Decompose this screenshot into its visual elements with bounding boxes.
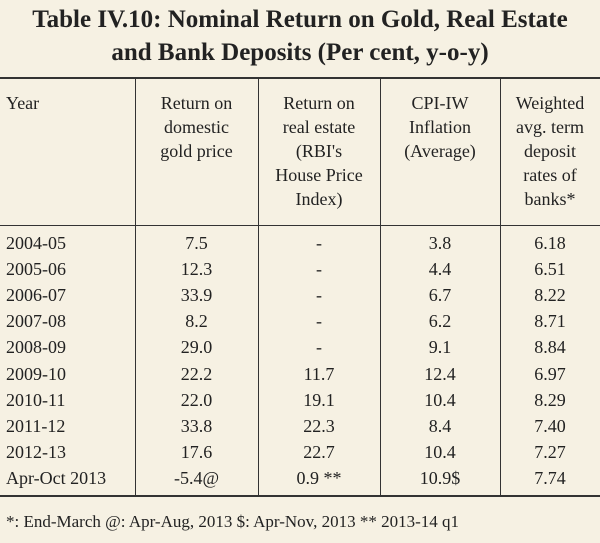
column-header: CPI-IW (411, 93, 469, 113)
table-cell: 7.5 (185, 233, 208, 253)
column-divider (500, 79, 501, 495)
table-cell: 6.51 (534, 259, 566, 280)
table-cell: 22.7 (303, 441, 335, 462)
table-cell: 10.9$ (419, 467, 461, 488)
column-header: Return on (283, 93, 355, 113)
column-header: rates of (523, 165, 577, 185)
table-cell: 19.1 (303, 389, 335, 410)
table-cell: 7.40 (534, 415, 566, 436)
table-cell: - (316, 233, 322, 253)
table-cell: 22.3 (303, 415, 335, 436)
footnote: *: End-March @: Apr-Aug, 2013 $: Apr-Nov… (6, 512, 459, 531)
column-header: domestic (164, 117, 229, 137)
table-cell: -5.4@ (173, 467, 220, 488)
table-cell: 4.4 (428, 259, 452, 280)
table-cell: 11.7 (303, 363, 335, 384)
column-header: avg. term (516, 117, 584, 137)
rule (0, 77, 600, 79)
table-cell: 8.22 (534, 285, 566, 306)
rule (0, 495, 600, 497)
column-header: (RBI's (295, 141, 343, 161)
table-cell: 2012-13 (6, 441, 66, 462)
table-cell: 10.4 (424, 441, 456, 462)
table-cell: 22.2 (180, 363, 213, 384)
table-cell: 6.97 (534, 363, 566, 384)
table-cell: 8.29 (534, 389, 566, 410)
table-cell: 2005-06 (6, 259, 66, 280)
table-cell: 0.9 ** (296, 467, 342, 488)
column-header: Index) (295, 189, 343, 209)
column-header: deposit (524, 141, 576, 161)
column-header: Weighted (515, 93, 585, 113)
table-cell: 33.8 (180, 415, 213, 436)
table-cell: 6.18 (534, 233, 566, 253)
table-cell: - (316, 259, 322, 280)
table-cell: 2004-05 (6, 233, 66, 253)
table-cell: 12.3 (180, 259, 213, 280)
table-cell: 17.6 (180, 441, 213, 462)
column-header: (Average) (404, 141, 476, 161)
table-cell: 33.9 (180, 285, 213, 306)
table-cell: 2011-12 (6, 415, 66, 436)
title-line: Table IV.10: Nominal Return on Gold, Rea… (32, 6, 568, 33)
column-header: banks* (524, 189, 576, 209)
column-header: gold price (160, 141, 233, 161)
table-cell: 2008-09 (6, 337, 66, 358)
table-cell: 22.0 (180, 389, 213, 410)
column-header: Return on (160, 93, 233, 113)
column-divider (135, 79, 136, 495)
table-cell: 6.2 (428, 311, 452, 332)
table-cell: 8.71 (534, 311, 566, 332)
table-cell: 8.84 (534, 337, 566, 358)
table-cell: 8.4 (428, 415, 452, 436)
column-divider (380, 79, 381, 495)
column-header: Inflation (409, 117, 471, 137)
table-cell: 8.2 (185, 311, 208, 332)
title-line: and Bank Deposits (Per cent, y-o-y) (111, 39, 489, 66)
table-cell: 29.0 (180, 337, 213, 358)
column-header: Year (6, 93, 40, 113)
table-cell: 12.4 (424, 363, 456, 384)
column-header: House Price (275, 165, 363, 185)
table-cell: Apr-Oct 2013 (6, 467, 107, 488)
table-cell: 2009-10 (6, 363, 66, 384)
table-cell: 7.27 (534, 441, 566, 462)
table-cell: - (316, 311, 322, 332)
table-cell: 2006-07 (6, 285, 66, 306)
table-cell: 2010-11 (6, 389, 66, 410)
table-cell: 3.8 (428, 233, 452, 253)
table-cell: 6.7 (428, 285, 452, 306)
column-divider (258, 79, 259, 495)
table-cell: 10.4 (424, 389, 456, 410)
table-cell: - (316, 337, 322, 358)
column-header: real estate (282, 117, 356, 137)
table-cell: 7.74 (534, 467, 566, 488)
table-cell: - (316, 285, 322, 306)
table-cell: 2007-08 (6, 311, 66, 332)
table-cell: 9.1 (428, 337, 452, 358)
rule (0, 225, 600, 226)
